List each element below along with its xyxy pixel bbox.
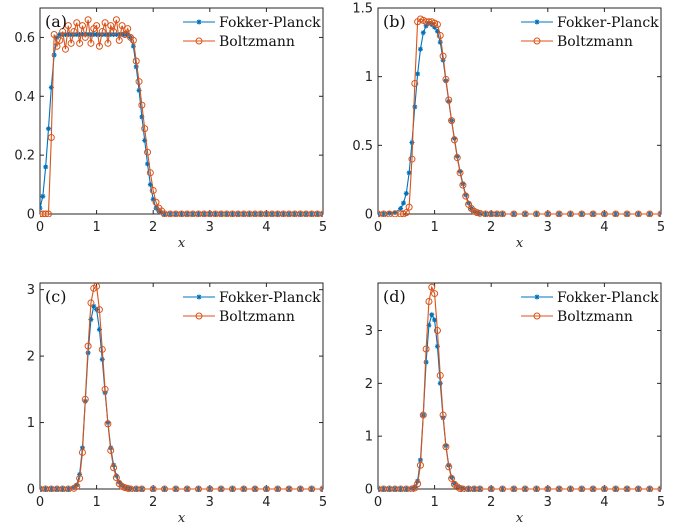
y-tick-label: 0.5: [352, 139, 373, 154]
y-tick-label: 1: [365, 70, 373, 85]
data-point-fokker-planck: [412, 104, 417, 109]
data-point-fokker-planck: [418, 47, 423, 52]
data-point-fokker-planck: [100, 357, 105, 362]
data-point-fokker-planck: [415, 71, 420, 76]
x-tick-label: 4: [600, 495, 608, 510]
y-tick-label: 0.4: [14, 90, 35, 105]
x-tick-label: 1: [92, 495, 100, 510]
x-tick-label: 3: [206, 495, 214, 510]
y-tick-label: 3: [365, 324, 373, 339]
y-tick-label: 0: [365, 208, 373, 223]
x-tick-label: 1: [430, 495, 438, 510]
x-tick-label: 4: [600, 220, 608, 235]
y-tick-label: 2: [365, 377, 373, 392]
x-tick-label: 3: [544, 220, 552, 235]
y-tick-label: 1.5: [352, 2, 373, 17]
legend-label: Boltzmann: [557, 34, 633, 50]
x-tick-label: 5: [657, 495, 665, 510]
y-tick-label: 2: [27, 350, 35, 365]
x-tick-label: 0: [36, 220, 44, 235]
data-point-fokker-planck: [409, 140, 414, 145]
y-tick-label: 0: [27, 483, 35, 498]
x-tick-label: 2: [487, 495, 495, 510]
legend-label: Boltzmann: [219, 309, 295, 325]
x-tick-label: 2: [487, 220, 495, 235]
legend-label: Fokker-Planck: [219, 290, 321, 306]
x-tick-label: 3: [206, 220, 214, 235]
data-point-fokker-planck: [404, 191, 409, 196]
data-point-fokker-planck: [401, 201, 406, 206]
data-point-fokker-planck: [40, 194, 45, 199]
x-tick-label: 4: [262, 495, 270, 510]
data-point-fokker-planck: [43, 164, 48, 169]
panel-label: (d): [383, 287, 406, 306]
data-point-fokker-planck: [131, 44, 136, 49]
data-point-fokker-planck: [435, 344, 440, 349]
x-axis-label: x: [516, 511, 524, 526]
data-point-fokker-planck: [438, 40, 443, 45]
x-tick-label: 2: [149, 220, 157, 235]
y-tick-label: 0: [27, 208, 35, 223]
x-axis-label: x: [178, 511, 186, 526]
x-tick-label: 5: [657, 220, 665, 235]
x-tick-label: 1: [92, 220, 100, 235]
data-point-fokker-planck: [46, 126, 51, 131]
legend-label: Fokker-Planck: [219, 15, 321, 31]
y-tick-label: 0.2: [14, 149, 35, 164]
data-point-fokker-planck: [429, 312, 434, 317]
legend-label: Fokker-Planck: [557, 290, 659, 306]
x-tick-label: 4: [262, 220, 270, 235]
y-tick-label: 1: [27, 416, 35, 431]
x-axis-label: x: [516, 236, 524, 251]
x-tick-label: 3: [544, 495, 552, 510]
data-point-fokker-planck: [398, 206, 403, 211]
x-tick-label: 0: [374, 495, 382, 510]
x-tick-label: 5: [319, 220, 327, 235]
x-tick-label: 2: [149, 495, 157, 510]
y-tick-label: 1: [365, 430, 373, 445]
legend-marker: [535, 20, 540, 25]
legend-marker: [197, 295, 202, 300]
x-tick-label: 5: [319, 495, 327, 510]
y-tick-label: 0.6: [14, 31, 35, 46]
data-point-fokker-planck: [134, 64, 139, 69]
data-point-fokker-planck: [421, 30, 426, 35]
y-tick-label: 3: [27, 283, 35, 298]
legend-marker: [535, 295, 540, 300]
x-tick-label: 0: [374, 220, 382, 235]
panel-label: (a): [45, 12, 67, 31]
x-tick-label: 0: [36, 495, 44, 510]
y-tick-label: 0: [365, 483, 373, 498]
panel-label: (c): [45, 287, 66, 306]
legend-label: Fokker-Planck: [557, 15, 659, 31]
legend-label: Boltzmann: [557, 309, 633, 325]
x-axis-label: x: [178, 236, 186, 251]
x-tick-label: 1: [430, 220, 438, 235]
legend-marker: [197, 20, 202, 25]
panel-label: (b): [383, 12, 406, 31]
legend-label: Boltzmann: [219, 34, 295, 50]
